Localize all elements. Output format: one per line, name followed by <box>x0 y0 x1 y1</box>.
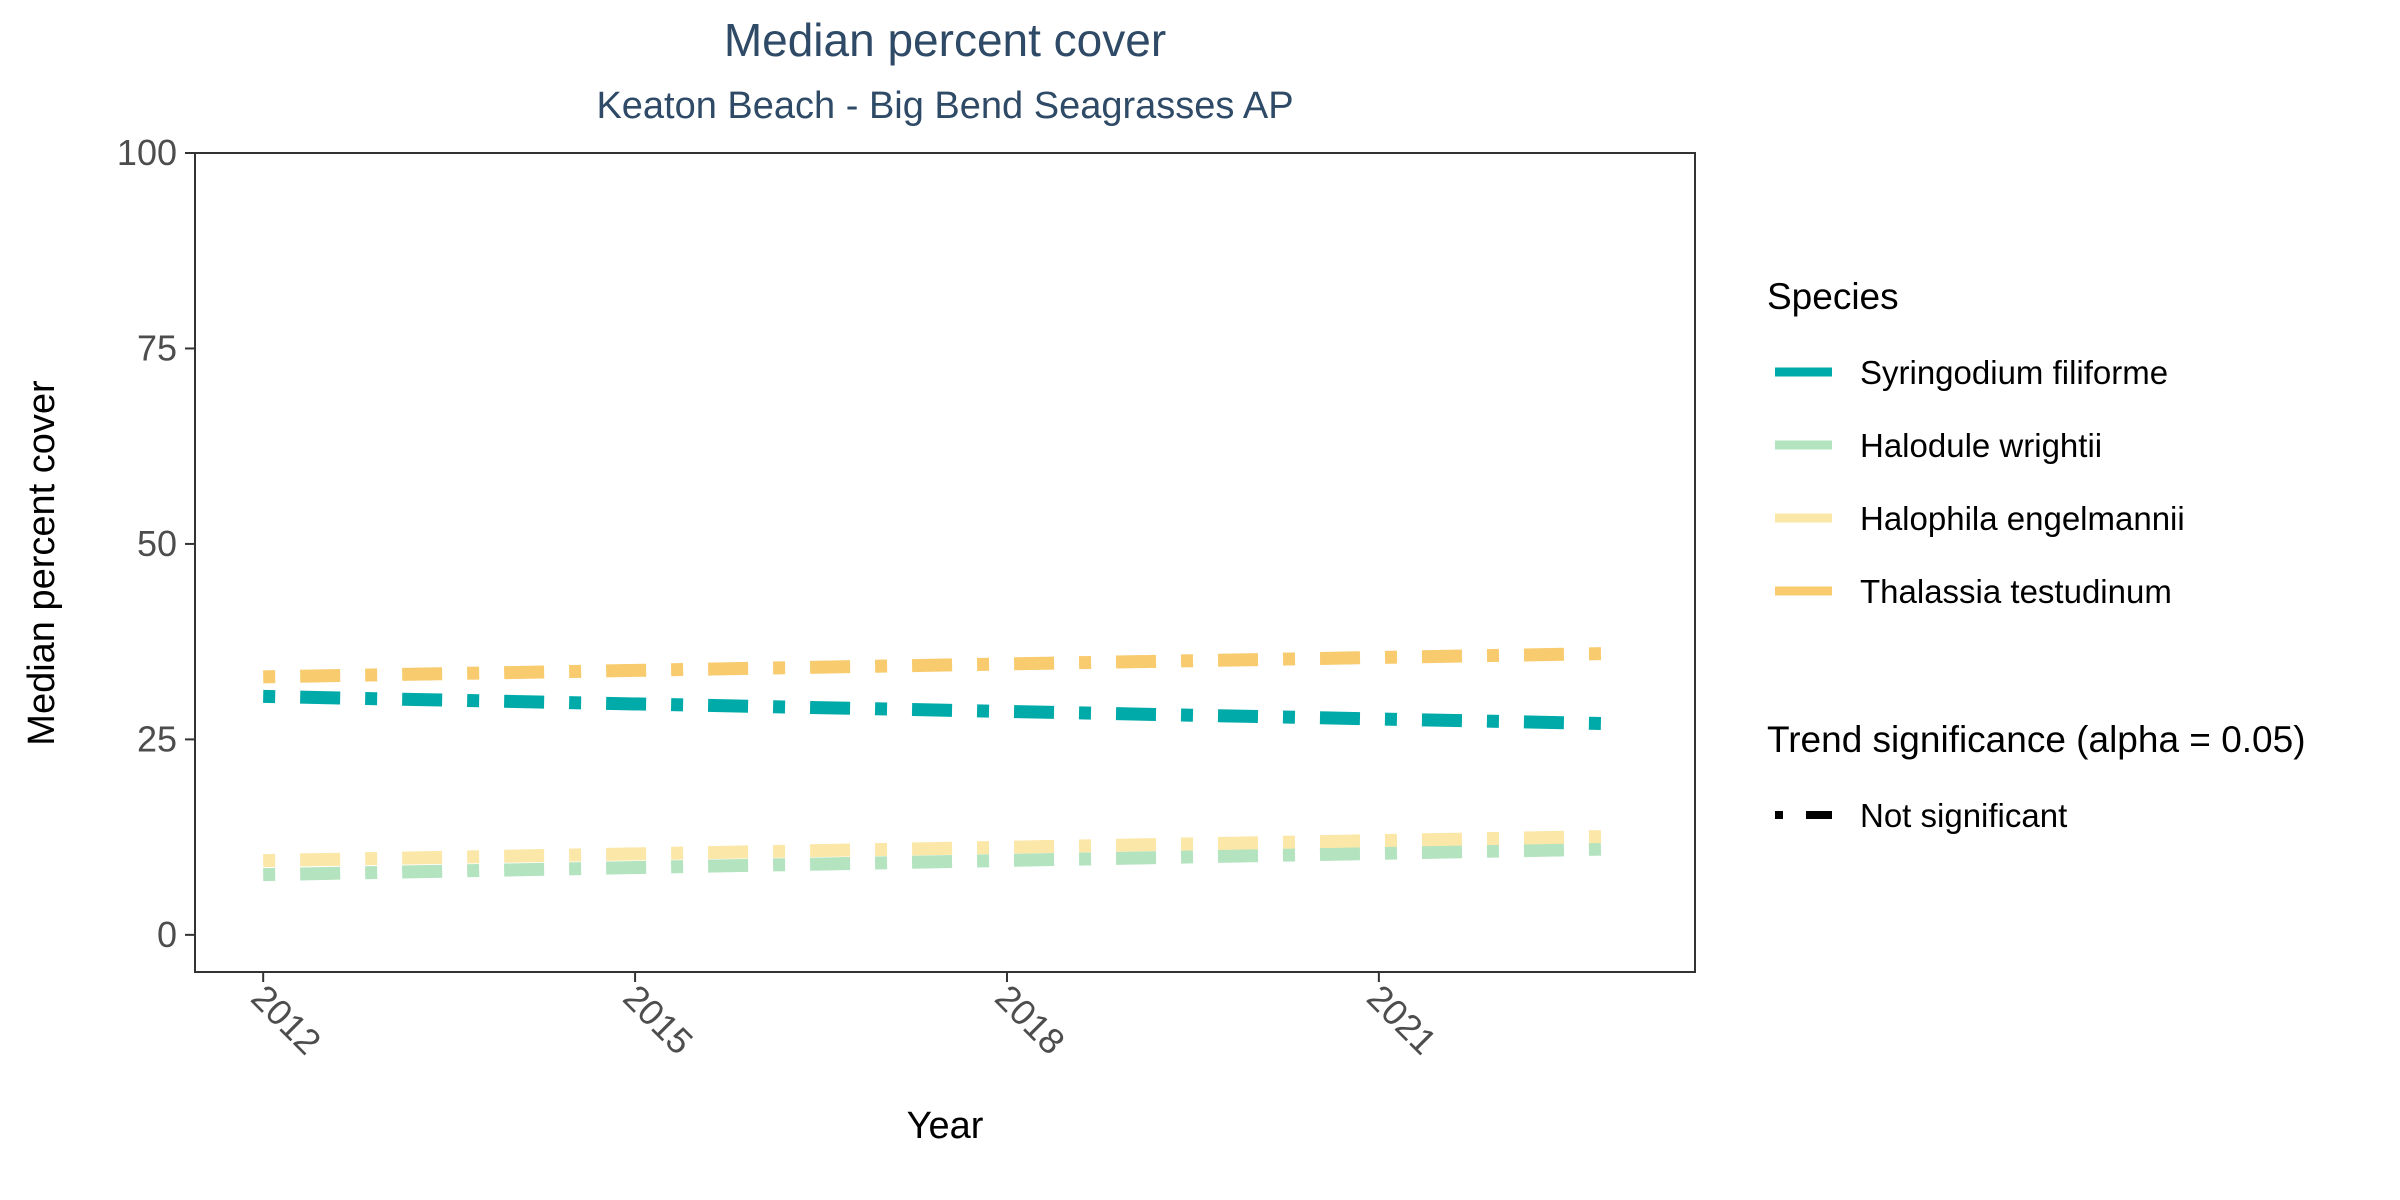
legend-trend-label: Not significant <box>1860 797 2067 834</box>
x-tick-label: 2021 <box>1359 977 1445 1063</box>
x-tick-label: 2018 <box>987 977 1073 1063</box>
legend-species-title: Species <box>1767 276 1899 317</box>
legend-entry: Halodule wrightii <box>1775 427 2102 464</box>
x-tick-label: 2012 <box>244 977 330 1063</box>
y-tick-label: 75 <box>137 327 177 368</box>
y-tick-label: 0 <box>157 914 177 955</box>
legend: Species Syringodium filiforme Halodule wr… <box>1767 276 2306 834</box>
legend-label: Halophila engelmannii <box>1860 500 2185 537</box>
y-axis-title: Median percent cover <box>21 380 63 746</box>
chart-title: Median percent cover <box>724 14 1166 66</box>
legend-entry: Halophila engelmannii <box>1775 500 2185 537</box>
legend-label: Halodule wrightii <box>1860 427 2102 464</box>
series-line-thalassia-testudinum <box>263 646 1615 684</box>
legend-trend-title: Trend significance (alpha = 0.05) <box>1767 719 2306 760</box>
legend-species-entries: Syringodium filiforme Halodule wrightii Ha… <box>1775 354 2185 610</box>
series-line-syringodium-filiforme <box>263 689 1615 731</box>
x-tick-label: 2015 <box>615 977 701 1063</box>
x-axis-title: Year <box>907 1105 984 1147</box>
legend-label: Syringodium filiforme <box>1860 354 2168 391</box>
legend-entry: Syringodium filiforme <box>1775 354 2168 391</box>
series-line-halophila-engelmannii <box>263 829 1615 868</box>
y-axis: 0 25 50 75 100 <box>117 132 195 955</box>
series-layer <box>263 646 1615 882</box>
legend-label: Thalassia testudinum <box>1860 573 2172 610</box>
x-axis: 2012 2015 2018 2021 <box>244 972 1445 1062</box>
legend-trend-entry: Not significant <box>1775 797 2067 834</box>
chart-subtitle: Keaton Beach - Big Bend Seagrasses AP <box>596 85 1293 127</box>
legend-entry: Thalassia testudinum <box>1775 573 2172 610</box>
y-tick-label: 100 <box>117 132 177 173</box>
y-tick-label: 25 <box>137 718 177 759</box>
series-line-halodule-wrightii <box>263 842 1615 882</box>
y-tick-label: 50 <box>137 523 177 564</box>
